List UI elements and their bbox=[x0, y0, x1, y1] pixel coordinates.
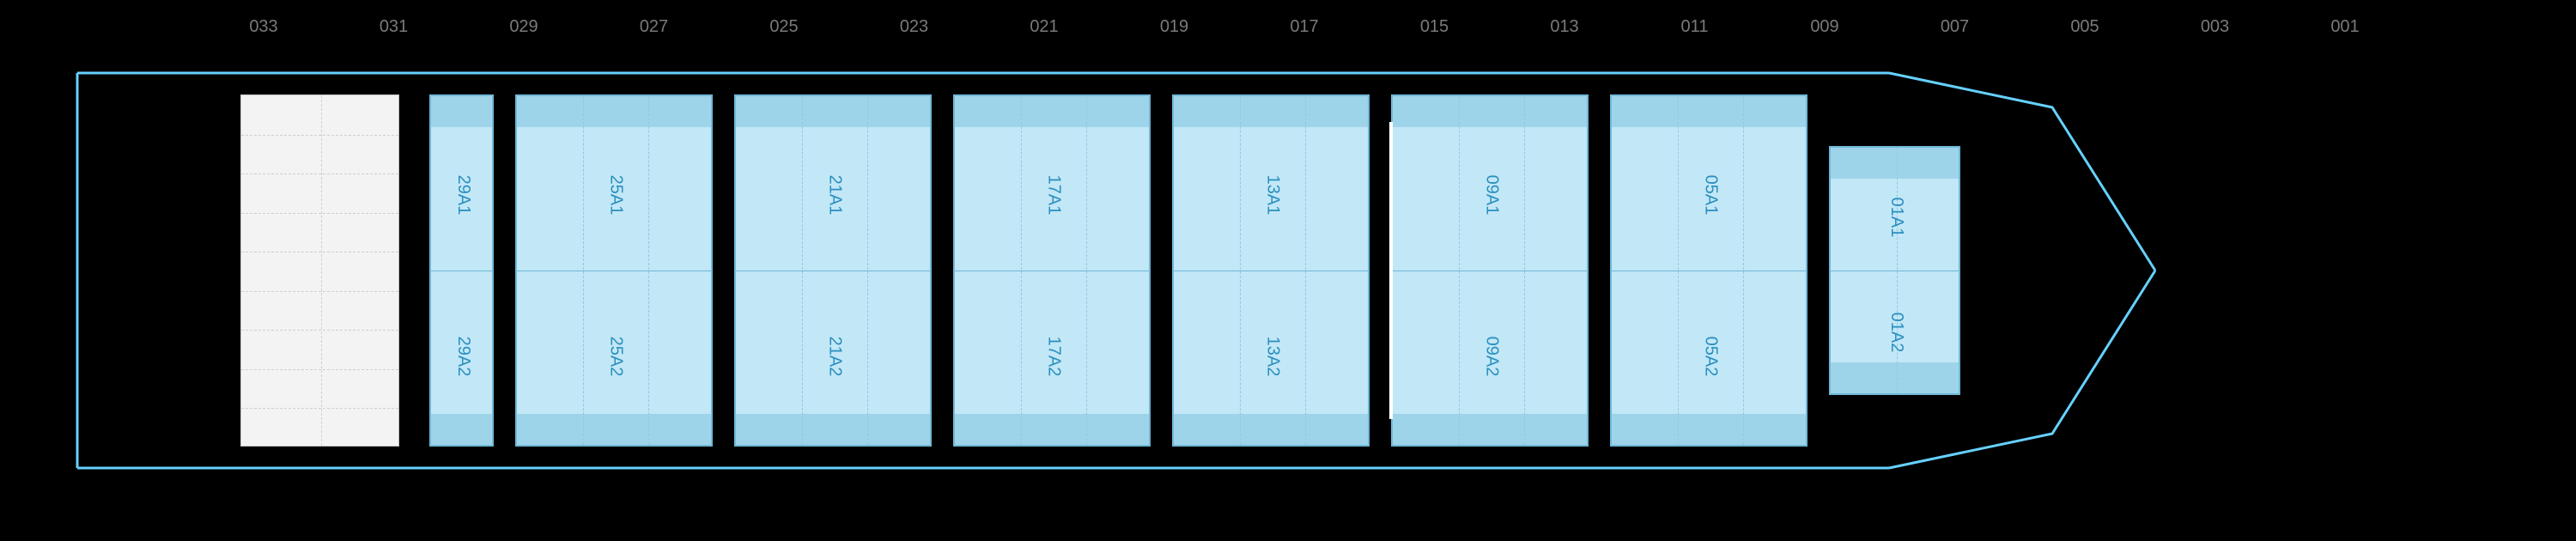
hold-label-upper: 13A1 bbox=[1263, 174, 1283, 215]
superstructure-block bbox=[240, 94, 399, 447]
cargo-hold: 13A1 13A2 bbox=[1172, 94, 1370, 447]
hold-label-upper: 09A1 bbox=[1482, 174, 1502, 215]
hold-label-upper: 25A1 bbox=[606, 174, 626, 215]
hold-label-lower: 17A2 bbox=[1044, 337, 1064, 377]
hold-label-lower: 25A2 bbox=[606, 337, 626, 377]
cargo-hold: 29A1 29A2 bbox=[429, 94, 494, 447]
cargo-hold: 09A1 09A2 bbox=[1391, 94, 1589, 447]
hold-label-lower: 21A2 bbox=[825, 337, 845, 377]
hold-label-lower: 05A2 bbox=[1701, 337, 1721, 377]
cargo-hold: 05A1 05A2 bbox=[1610, 94, 1807, 447]
hold-label-upper: 01A1 bbox=[1886, 198, 1906, 238]
hold-label-lower: 29A2 bbox=[453, 337, 473, 377]
cargo-hold: 01A1 01A2 bbox=[1829, 146, 1960, 395]
hold-label-lower: 09A2 bbox=[1482, 337, 1502, 377]
ship-stowage-diagram: 0330310290270250230210190170150130110090… bbox=[0, 0, 2576, 541]
cargo-hold: 21A1 21A2 bbox=[734, 94, 932, 447]
cargo-hold: 25A1 25A2 bbox=[515, 94, 713, 447]
cargo-hold: 17A1 17A2 bbox=[953, 94, 1151, 447]
hold-label-lower: 01A2 bbox=[1886, 312, 1906, 352]
hold-label-upper: 05A1 bbox=[1701, 174, 1721, 215]
bulkhead-marker bbox=[1389, 122, 1393, 419]
hold-label-upper: 21A1 bbox=[825, 174, 845, 215]
hold-label-upper: 17A1 bbox=[1044, 174, 1064, 215]
hold-label-lower: 13A2 bbox=[1263, 337, 1283, 377]
hold-label-upper: 29A1 bbox=[453, 174, 473, 215]
